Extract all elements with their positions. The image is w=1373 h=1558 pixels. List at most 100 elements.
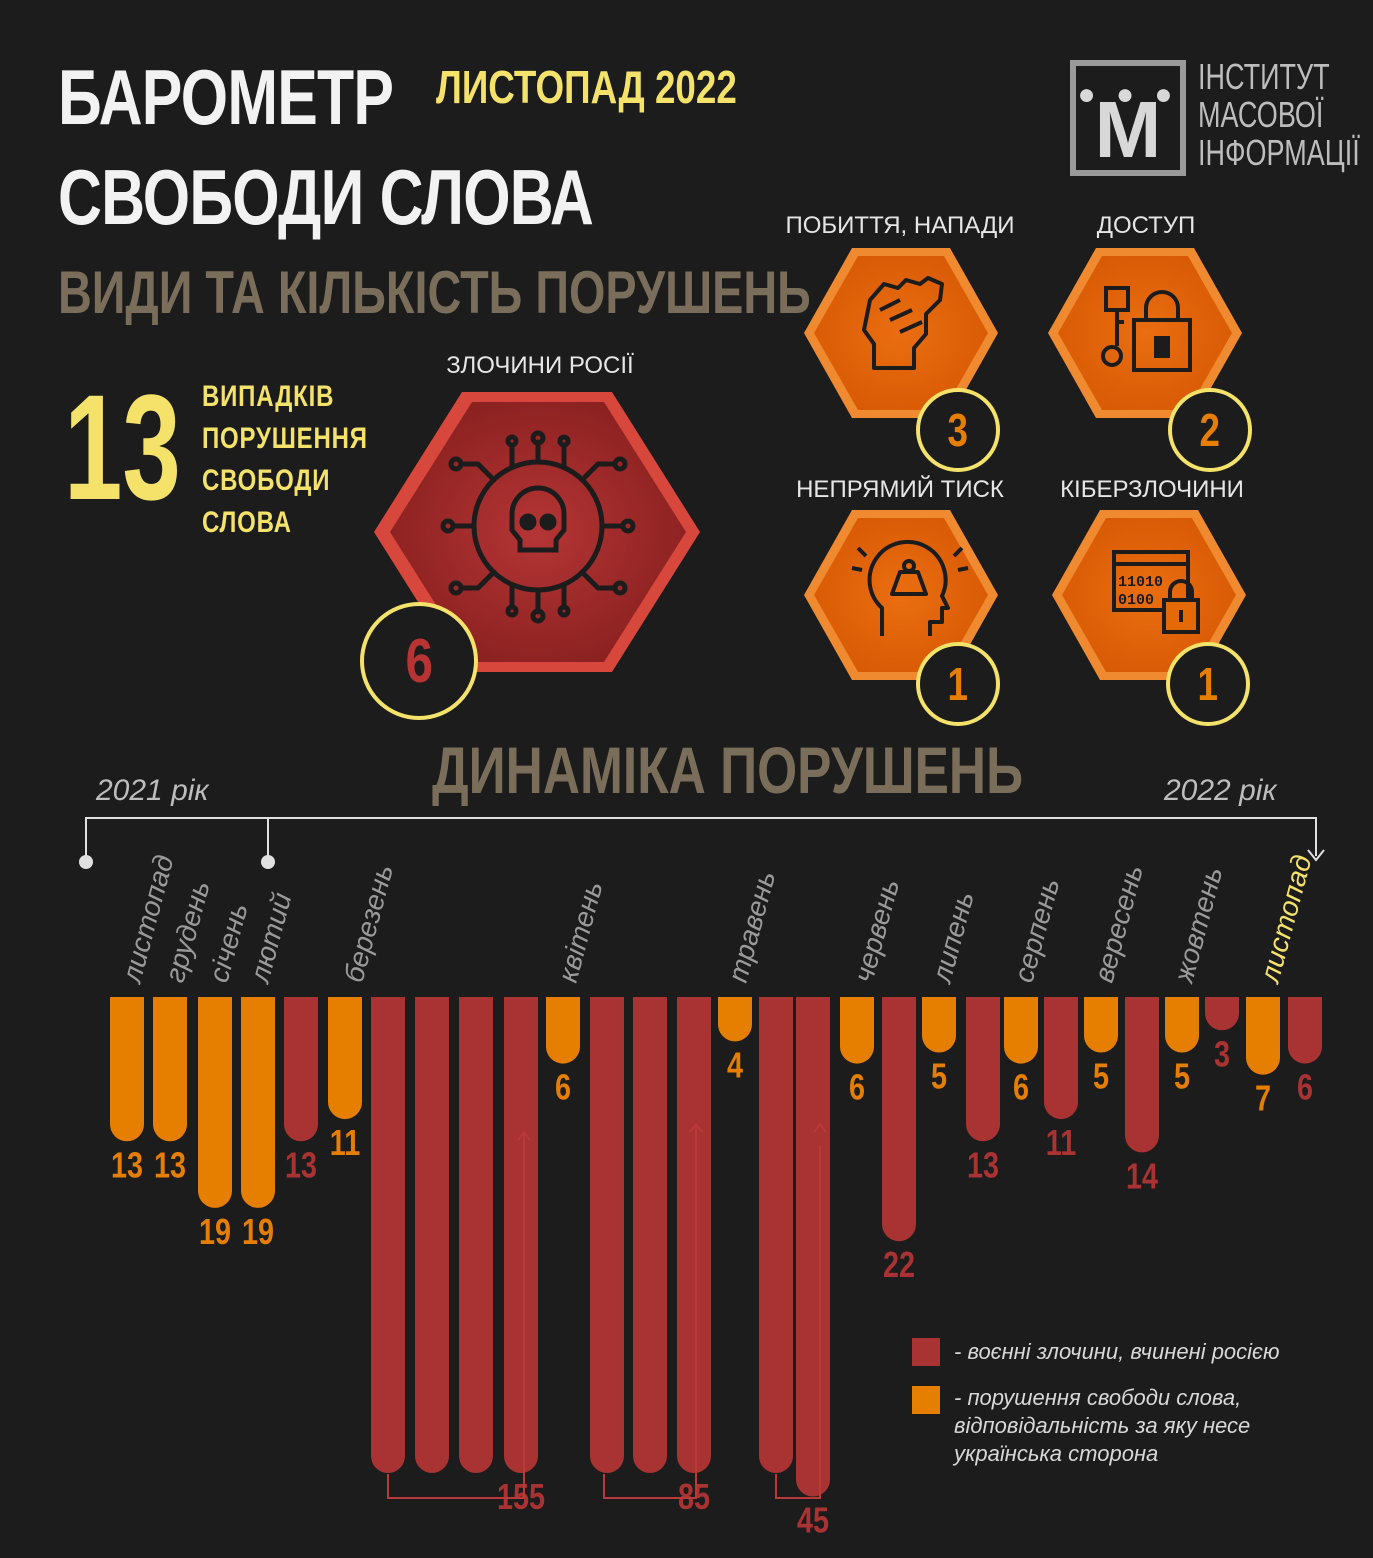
logo-text: ІНСТИТУТ МАСОВОЇ ІНФОРМАЦІЇ (1198, 58, 1360, 172)
bar (796, 997, 830, 1497)
virus-skull-icon (440, 430, 636, 624)
category-label-access: ДОСТУП (1096, 212, 1196, 239)
bar (153, 997, 187, 1142)
bar-value-label: 45 (797, 1499, 829, 1540)
total-caption-line-4: СЛОВА (202, 506, 292, 539)
logo-dots-icon: ● ● ● (1077, 78, 1179, 111)
year-end: 2022 рік (1164, 774, 1277, 807)
bar-value-label: 6 (555, 1066, 571, 1107)
bar-value-label: 19 (242, 1211, 274, 1252)
key-lock-icon (1101, 286, 1192, 372)
count-cyber: 1 (1197, 658, 1219, 710)
bar (459, 997, 493, 1473)
category-hexagons: 11010 0100 (374, 248, 1246, 680)
bar (371, 997, 405, 1473)
bar-value-label: 5 (1093, 1055, 1109, 1096)
bar (110, 997, 144, 1142)
logo-letter: М (1094, 85, 1162, 174)
bar (504, 997, 538, 1473)
bar-value-label: 19 (199, 1211, 231, 1252)
bars (110, 997, 1322, 1497)
count-badge-beatings: 3 (916, 388, 1000, 472)
total-caption-line-1: ВИПАДКІВ (202, 380, 335, 413)
bar-value-label: 7 (1255, 1078, 1271, 1119)
legend-orange-text: - порушення свободи слова, відповідальні… (954, 1384, 1250, 1468)
total-caption-line-3: СВОБОДИ (202, 464, 331, 497)
month-label: листопад (1253, 852, 1317, 988)
total-count: 13 (64, 363, 181, 531)
bar (198, 997, 232, 1208)
bar-value-label: 13 (154, 1144, 186, 1185)
bar (1084, 997, 1118, 1053)
count-badge-access: 2 (1168, 388, 1252, 472)
bar (922, 997, 956, 1053)
bar (590, 997, 624, 1473)
month-label: липень (925, 888, 979, 987)
legend-swatch-orange (912, 1386, 940, 1414)
month-label: травень (722, 868, 781, 986)
head-weight-icon (851, 539, 969, 636)
month-label: червень (848, 876, 905, 986)
count-beatings: 3 (947, 404, 969, 456)
bar (1165, 997, 1199, 1053)
legend-red-text: - воєнні злочини, вчинені росією (954, 1339, 1280, 1364)
bar (1004, 997, 1038, 1064)
legend-orange-line-1: - порушення свободи слова, (954, 1385, 1242, 1410)
total-caption: ВИПАДКІВ ПОРУШЕННЯ СВОБОДИ СЛОВА (202, 376, 368, 544)
bar (1125, 997, 1159, 1153)
bar (882, 997, 916, 1242)
bar-value-label: 3 (1214, 1033, 1230, 1074)
legend-swatch-red (912, 1338, 940, 1366)
timeline-bracket (79, 817, 1325, 869)
bar-value-label: 6 (1297, 1066, 1313, 1107)
bar-value-label: 11 (1046, 1122, 1076, 1163)
month-label: жовтень (1167, 863, 1228, 987)
bar (633, 997, 667, 1473)
bar-value-label: 85 (678, 1476, 710, 1517)
bar-value-label: 22 (883, 1244, 915, 1285)
svg-text:0100: 0100 (1118, 592, 1154, 609)
bar (1246, 997, 1280, 1075)
count-russia: 6 (405, 626, 433, 696)
bar (677, 997, 711, 1473)
count-pressure: 1 (947, 658, 969, 710)
bar-value-label: 13 (111, 1144, 143, 1185)
bar (966, 997, 1000, 1142)
bar (1044, 997, 1078, 1120)
month-label: ЛИСТОПАД 2022 (436, 61, 737, 113)
legend-orange-line-3: українська сторона (954, 1441, 1159, 1466)
month-label: лютий (243, 889, 297, 988)
logo-text-line-1: ІНСТИТУТ (1198, 56, 1330, 97)
bar (328, 997, 362, 1120)
bar (546, 997, 580, 1064)
legend-orange-line-2: відповідальність за яку несе (954, 1413, 1251, 1438)
month-label: березень (338, 861, 399, 985)
bar-value-label: 13 (285, 1144, 317, 1185)
title-line-2: СВОБОДИ СЛОВА (58, 153, 594, 241)
count-badge-cyber: 1 (1166, 642, 1250, 726)
bar-value-label: 4 (727, 1044, 743, 1085)
truncation-brackets (387, 1122, 827, 1499)
year-start: 2021 рік (96, 774, 209, 807)
bar-value-label: 14 (1126, 1155, 1158, 1196)
category-label-beatings: ПОБИТТЯ, НАПАДИ (785, 212, 1015, 239)
bar-value-label: 6 (1013, 1066, 1029, 1107)
bar-value-label: 5 (931, 1055, 947, 1096)
svg-text:11010: 11010 (1118, 574, 1163, 591)
bar (718, 997, 752, 1042)
title-line-1: БАРОМЕТР (58, 53, 394, 141)
count-badge-russia: 6 (360, 602, 478, 720)
dynamics-title: ДИНАМІКА ПОРУШЕНЬ (432, 733, 1024, 807)
bar (241, 997, 275, 1208)
logo: ● ● ● М (1070, 60, 1186, 176)
logo-text-line-2: МАСОВОЇ (1198, 94, 1324, 135)
month-label: серпень (1008, 875, 1065, 986)
bar (759, 997, 793, 1473)
bar (1205, 997, 1239, 1031)
category-label-cyber: КІБЕРЗЛОЧИНИ (1060, 476, 1244, 503)
bar-value-label: 13 (967, 1144, 999, 1185)
month-label: вересень (1088, 862, 1149, 986)
